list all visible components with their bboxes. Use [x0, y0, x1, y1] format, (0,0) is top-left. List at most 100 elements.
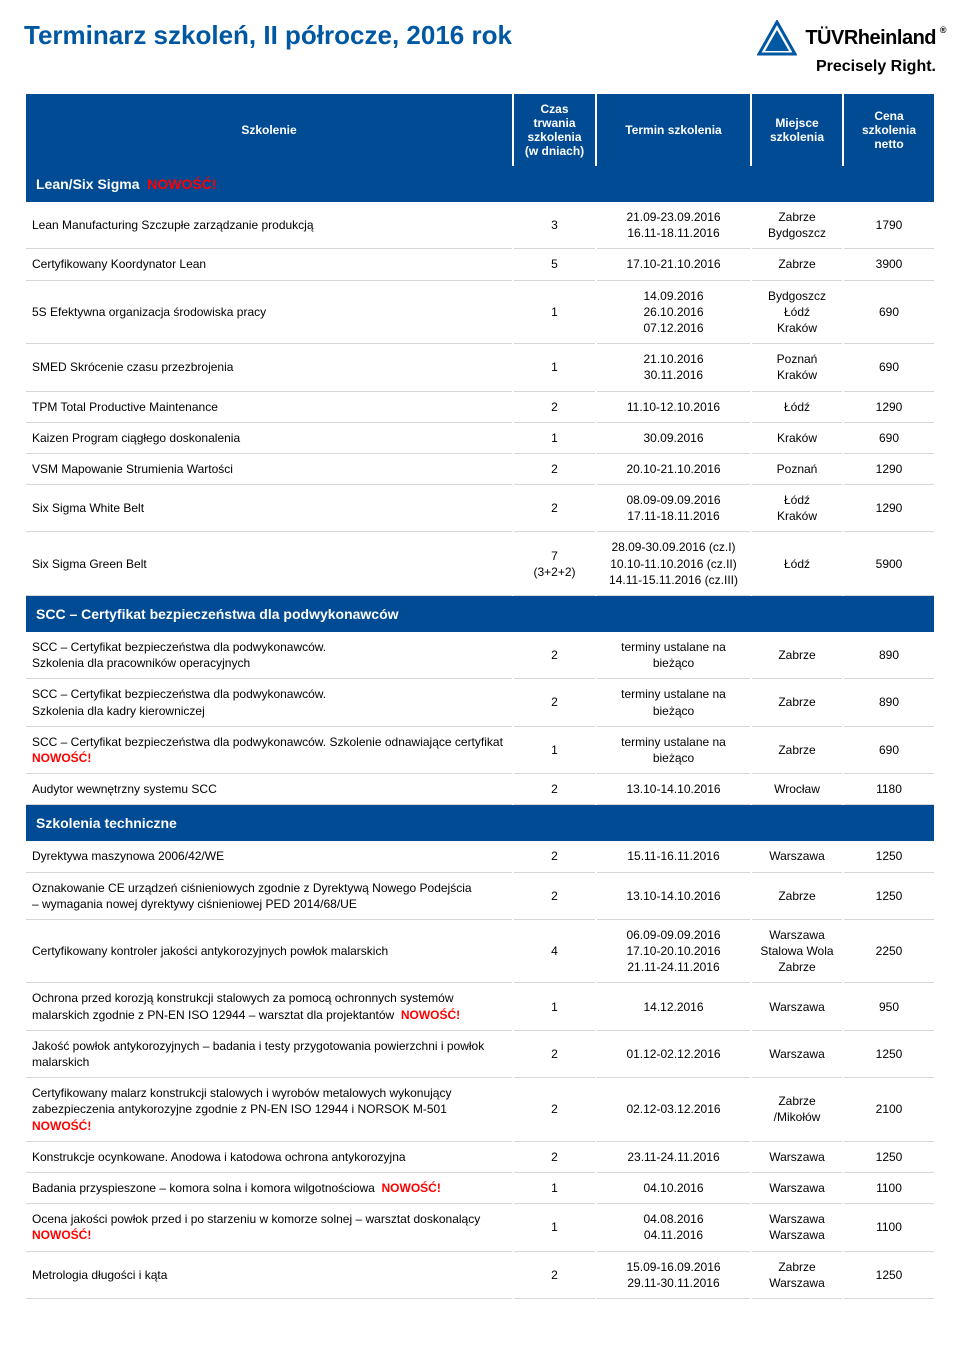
table-row: Dyrektywa maszynowa 2006/42/WE215.11-16.… [26, 841, 934, 872]
term-cell: 23.11-24.11.2016 [597, 1142, 750, 1173]
duration-cell: 1 [514, 1204, 595, 1251]
table-row: Audytor wewnętrzny systemu SCC213.10-14.… [26, 774, 934, 805]
training-name: VSM Mapowanie Strumienia Wartości [26, 454, 512, 485]
training-name: Kaizen Program ciągłego doskonalenia [26, 423, 512, 454]
price-cell: 1250 [844, 1031, 934, 1078]
training-name: Six Sigma White Belt [26, 485, 512, 532]
duration-cell: 1 [514, 1173, 595, 1204]
price-cell: 690 [844, 281, 934, 345]
location-cell: ZabrzeBydgoszcz [752, 202, 842, 249]
duration-cell: 2 [514, 485, 595, 532]
price-cell: 890 [844, 679, 934, 726]
section-title: SCC – Certyfikat bezpieczeństwa dla podw… [26, 596, 934, 632]
location-cell: ZabrzeWarszawa [752, 1252, 842, 1299]
duration-cell: 5 [514, 249, 595, 280]
term-cell: 15.09-16.09.201629.11-30.11.2016 [597, 1252, 750, 1299]
location-cell: Zabrze [752, 679, 842, 726]
page-title: Terminarz szkoleń, II półrocze, 2016 rok [24, 20, 512, 51]
price-cell: 890 [844, 632, 934, 679]
table-row: SCC – Certyfikat bezpieczeństwa dla podw… [26, 679, 934, 726]
price-cell: 1290 [844, 392, 934, 423]
price-cell: 1100 [844, 1173, 934, 1204]
location-cell: Zabrze/Mikołów [752, 1078, 842, 1142]
price-cell: 1790 [844, 202, 934, 249]
term-cell: 13.10-14.10.2016 [597, 873, 750, 920]
location-cell: Kraków [752, 423, 842, 454]
table-row: Konstrukcje ocynkowane. Anodowa i katodo… [26, 1142, 934, 1173]
location-cell: Wrocław [752, 774, 842, 805]
col-name-header: Szkolenie [26, 94, 512, 166]
table-row: SCC – Certyfikat bezpieczeństwa dla podw… [26, 632, 934, 679]
duration-cell: 2 [514, 392, 595, 423]
training-name: Ochrona przed korozją konstrukcji stalow… [26, 983, 512, 1030]
price-cell: 1290 [844, 454, 934, 485]
term-cell: 04.08.201604.11.2016 [597, 1204, 750, 1251]
price-cell: 2100 [844, 1078, 934, 1142]
location-cell: Zabrze [752, 873, 842, 920]
location-cell: Warszawa [752, 1031, 842, 1078]
location-cell: Łódź [752, 392, 842, 423]
table-row: Certyfikowany malarz konstrukcji stalowy… [26, 1078, 934, 1142]
section-header-row: Lean/Six Sigma NOWOŚĆ! [26, 166, 934, 202]
table-row: Kaizen Program ciągłego doskonalenia130.… [26, 423, 934, 454]
duration-cell: 2 [514, 1078, 595, 1142]
location-cell: Warszawa [752, 1173, 842, 1204]
duration-cell: 2 [514, 1031, 595, 1078]
term-cell: 14.09.201626.10.201607.12.2016 [597, 281, 750, 345]
price-cell: 690 [844, 344, 934, 391]
location-cell: BydgoszczŁódźKraków [752, 281, 842, 345]
section-title: Szkolenia techniczne [26, 805, 934, 841]
training-name: Certyfikowany Koordynator Lean [26, 249, 512, 280]
logo: TÜVRheinland® Precisely Right. [757, 20, 936, 76]
duration-cell: 1 [514, 423, 595, 454]
duration-cell: 1 [514, 344, 595, 391]
training-name: Jakość powłok antykorozyjnych – badania … [26, 1031, 512, 1078]
training-name: Lean Manufacturing Szczupłe zarządzanie … [26, 202, 512, 249]
duration-cell: 2 [514, 841, 595, 872]
location-cell: PoznańKraków [752, 344, 842, 391]
training-name: Audytor wewnętrzny systemu SCC [26, 774, 512, 805]
location-cell: WarszawaWarszawa [752, 1204, 842, 1251]
price-cell: 690 [844, 423, 934, 454]
table-row: VSM Mapowanie Strumienia Wartości220.10-… [26, 454, 934, 485]
location-cell: ŁódźKraków [752, 485, 842, 532]
price-cell: 1250 [844, 1142, 934, 1173]
table-row: TPM Total Productive Maintenance211.10-1… [26, 392, 934, 423]
location-cell: Warszawa [752, 841, 842, 872]
term-cell: 21.10.201630.11.2016 [597, 344, 750, 391]
term-cell: 28.09-30.09.2016 (cz.I)10.10-11.10.2016 … [597, 532, 750, 596]
location-cell: Zabrze [752, 632, 842, 679]
location-cell: Zabrze [752, 249, 842, 280]
price-cell: 2250 [844, 920, 934, 984]
section-title: Lean/Six Sigma NOWOŚĆ! [26, 166, 934, 202]
table-row: Badania przyspieszone – komora solna i k… [26, 1173, 934, 1204]
price-cell: 1100 [844, 1204, 934, 1251]
col-location-header: Miejsce szkolenia [752, 94, 842, 166]
term-cell: terminy ustalane nabieżąco [597, 679, 750, 726]
duration-cell: 7(3+2+2) [514, 532, 595, 596]
table-row: Certyfikowany Koordynator Lean517.10-21.… [26, 249, 934, 280]
price-cell: 5900 [844, 532, 934, 596]
training-name: SCC – Certyfikat bezpieczeństwa dla podw… [26, 679, 512, 726]
training-name: Certyfikowany kontroler jakości antykoro… [26, 920, 512, 984]
duration-cell: 2 [514, 774, 595, 805]
training-name: Ocena jakości powłok przed i po starzeni… [26, 1204, 512, 1251]
term-cell: 17.10-21.10.2016 [597, 249, 750, 280]
duration-cell: 2 [514, 1252, 595, 1299]
term-cell: 21.09-23.09.201616.11-18.11.2016 [597, 202, 750, 249]
table-row: Ocena jakości powłok przed i po starzeni… [26, 1204, 934, 1251]
term-cell: terminy ustalane nabieżąco [597, 632, 750, 679]
table-row: SCC – Certyfikat bezpieczeństwa dla podw… [26, 727, 934, 774]
training-name: SMED Skrócenie czasu przezbrojenia [26, 344, 512, 391]
location-cell: Warszawa [752, 1142, 842, 1173]
training-name: Badania przyspieszone – komora solna i k… [26, 1173, 512, 1204]
section-header-row: SCC – Certyfikat bezpieczeństwa dla podw… [26, 596, 934, 632]
table-row: Jakość powłok antykorozyjnych – badania … [26, 1031, 934, 1078]
duration-cell: 4 [514, 920, 595, 984]
table-header: Szkolenie Czas trwania szkolenia (w dnia… [26, 94, 934, 166]
page-header: Terminarz szkoleń, II półrocze, 2016 rok… [24, 20, 936, 76]
duration-cell: 2 [514, 873, 595, 920]
training-name: Six Sigma Green Belt [26, 532, 512, 596]
term-cell: 02.12-03.12.2016 [597, 1078, 750, 1142]
training-name: TPM Total Productive Maintenance [26, 392, 512, 423]
